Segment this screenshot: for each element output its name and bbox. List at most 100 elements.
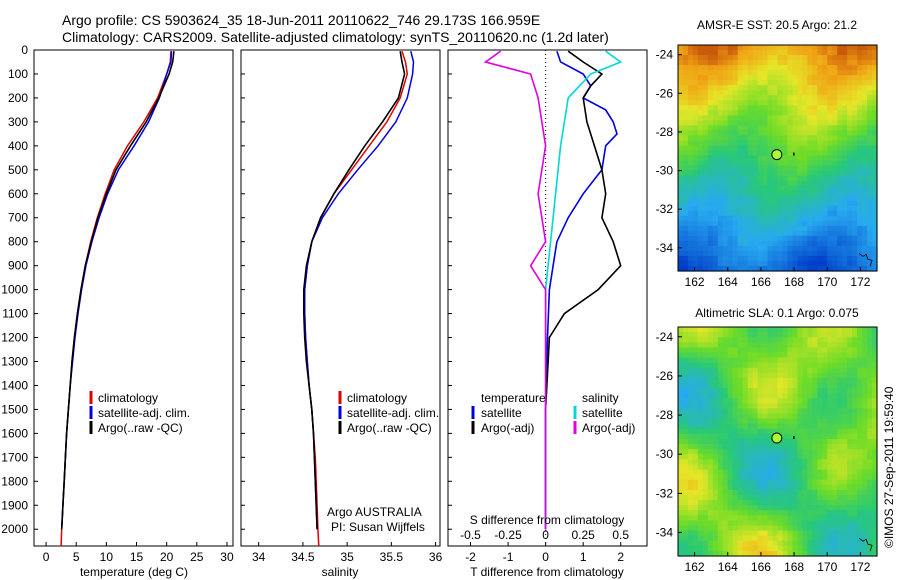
map-cell	[732, 155, 739, 162]
map-cell	[722, 90, 729, 96]
map-cell	[687, 140, 694, 147]
map-cell	[862, 115, 868, 121]
map-cell	[812, 255, 818, 262]
map-cell	[757, 489, 764, 496]
map-cell	[827, 245, 833, 252]
map-cell	[742, 428, 749, 435]
map-cell	[847, 80, 853, 86]
map-cell	[832, 65, 838, 71]
map-cell	[697, 110, 704, 116]
map-cell	[742, 382, 749, 389]
map-cell	[742, 393, 749, 399]
map-cell	[692, 403, 699, 410]
map-cell	[857, 260, 863, 267]
map-cell	[872, 469, 878, 476]
map-cell	[687, 423, 694, 430]
map-cell	[737, 423, 744, 430]
map-cell	[722, 454, 729, 460]
map-cell	[837, 190, 843, 197]
map-cell	[697, 180, 704, 187]
map-cell	[807, 337, 813, 343]
map-cell	[857, 165, 863, 172]
map-cell	[787, 433, 794, 440]
map-cell	[722, 95, 729, 101]
map-cell	[762, 90, 769, 96]
map-cell	[802, 489, 808, 496]
map-cell	[697, 545, 704, 552]
map-cell	[862, 70, 868, 76]
map-cell	[797, 135, 803, 142]
map-cell	[867, 444, 873, 450]
map-cell	[777, 418, 784, 425]
map-cell	[722, 484, 729, 491]
map-cell	[842, 45, 848, 51]
map-cell	[862, 110, 868, 116]
map-cell	[782, 240, 789, 247]
map-cell	[822, 235, 828, 242]
map-cell	[867, 240, 873, 247]
map-cell	[872, 342, 878, 348]
map-cell	[732, 357, 739, 364]
map-cell	[717, 65, 724, 71]
map-cell	[732, 140, 739, 147]
map-cell	[717, 398, 724, 404]
map-cell	[757, 418, 764, 425]
map-cell	[792, 515, 798, 521]
map-cell	[857, 332, 863, 338]
map-cell	[867, 520, 873, 527]
map-cell	[812, 408, 818, 415]
map-cell	[797, 55, 803, 61]
map-cell	[847, 337, 853, 343]
map-cell	[782, 50, 789, 56]
map-cell	[737, 50, 744, 56]
map-cell	[852, 255, 858, 262]
map-cell	[692, 75, 699, 81]
map-cell	[797, 520, 803, 527]
map-cell	[707, 515, 714, 521]
map-cell	[792, 352, 798, 359]
map-cell	[867, 489, 873, 496]
map-cell	[822, 150, 828, 157]
map-cell	[697, 265, 704, 272]
map-cell	[722, 50, 729, 56]
map-cell	[817, 479, 823, 486]
map-cell	[678, 525, 684, 532]
map-cell	[678, 540, 684, 547]
map-cell	[707, 357, 714, 364]
map-cell	[702, 180, 709, 187]
map-cell	[752, 205, 759, 212]
x-tick-label: 34.5	[291, 550, 315, 564]
map-cell	[837, 200, 843, 207]
map-cell	[832, 200, 838, 207]
map-cell	[817, 377, 823, 384]
map-cell	[747, 185, 754, 192]
map-cell	[792, 382, 798, 389]
map-cell	[862, 367, 868, 374]
map-cell	[737, 327, 744, 333]
map-cell	[757, 265, 764, 272]
map-cell	[707, 337, 714, 343]
map-cell	[787, 70, 794, 76]
map-cell	[712, 135, 719, 142]
map-cell	[837, 362, 843, 369]
map-cell	[747, 474, 754, 481]
map-cell	[782, 510, 789, 516]
map-cell	[737, 80, 744, 86]
map-cell	[732, 505, 739, 511]
map-cell	[817, 510, 823, 516]
map-cell	[687, 332, 694, 338]
map-cell	[802, 413, 808, 420]
map-cell	[857, 433, 863, 440]
map-cell	[752, 195, 759, 202]
map-cell	[682, 55, 689, 61]
map-cell	[852, 165, 858, 172]
map-cell	[847, 398, 853, 404]
map-cell	[807, 540, 813, 547]
map-cell	[697, 444, 704, 450]
map-cell	[702, 105, 709, 111]
map-cell	[762, 433, 769, 440]
map-cell	[872, 489, 878, 496]
map-cell	[787, 530, 794, 537]
map-cell	[747, 388, 754, 394]
map-cell	[792, 135, 798, 142]
